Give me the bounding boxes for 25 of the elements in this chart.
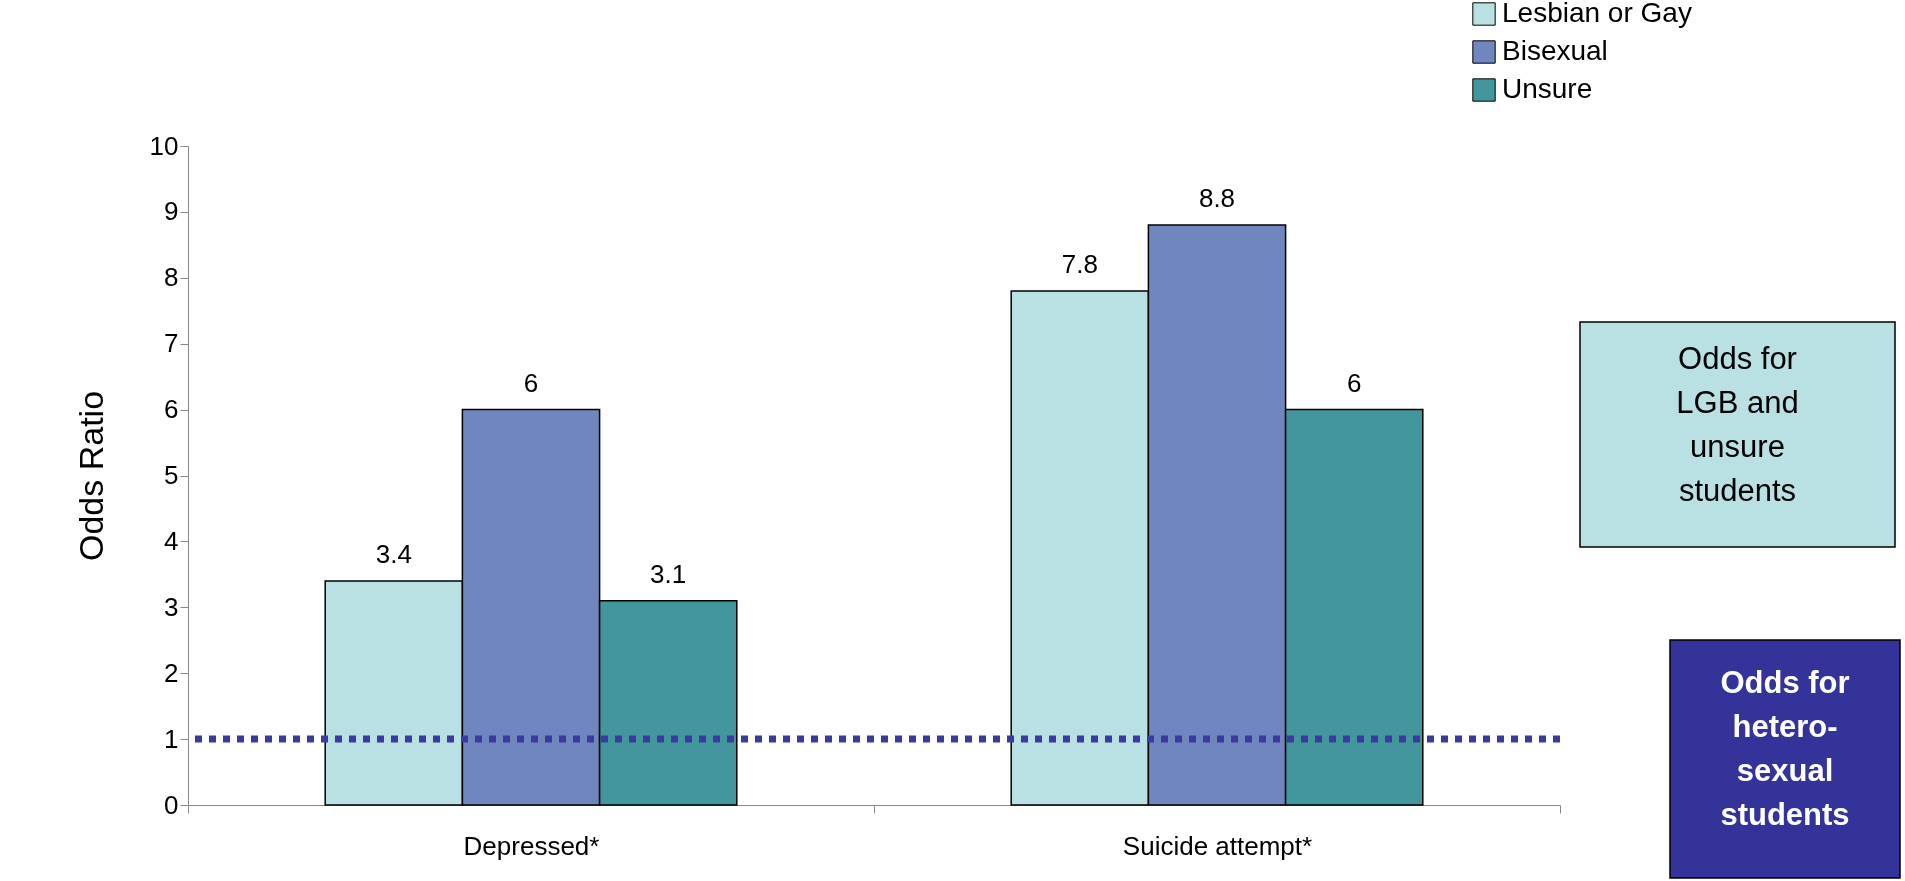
x-tick-label: Suicide attempt*	[1122, 830, 1313, 861]
y-tick-label: 9	[164, 196, 179, 227]
data-label: 8.8	[1198, 183, 1236, 214]
text: Odds for hetero- sexual students	[1720, 665, 1850, 832]
legend-label: Lesbian or Gay	[1502, 0, 1692, 28]
y-tick-label: 5	[164, 460, 179, 490]
y-tick-label: 1	[164, 723, 179, 754]
data-label: 6	[1346, 367, 1362, 398]
y-tick-label: 10	[149, 130, 179, 161]
data-label: 6	[523, 367, 539, 398]
data-label: 7.8	[1061, 248, 1098, 279]
y-tick-label: 0	[164, 789, 179, 820]
x-tick-label: Depressed*	[463, 830, 600, 861]
data-label: 3.4	[375, 538, 412, 569]
y-tick-label: 6	[164, 394, 179, 425]
y-tick-label: 8	[164, 262, 179, 293]
y-tick-label: 4	[164, 525, 179, 556]
y-tick-label: 2	[164, 657, 179, 688]
legend-label: Bisexual	[1502, 35, 1608, 66]
y-axis-title: Odds Ratio	[71, 390, 110, 562]
y-tick-label: 3	[164, 591, 179, 622]
legend-label: Unsure	[1502, 73, 1593, 104]
text: Odds for LGB and unsure students	[1676, 340, 1799, 508]
data-label: 3.1	[650, 558, 687, 589]
y-tick-label: 7	[164, 328, 179, 359]
